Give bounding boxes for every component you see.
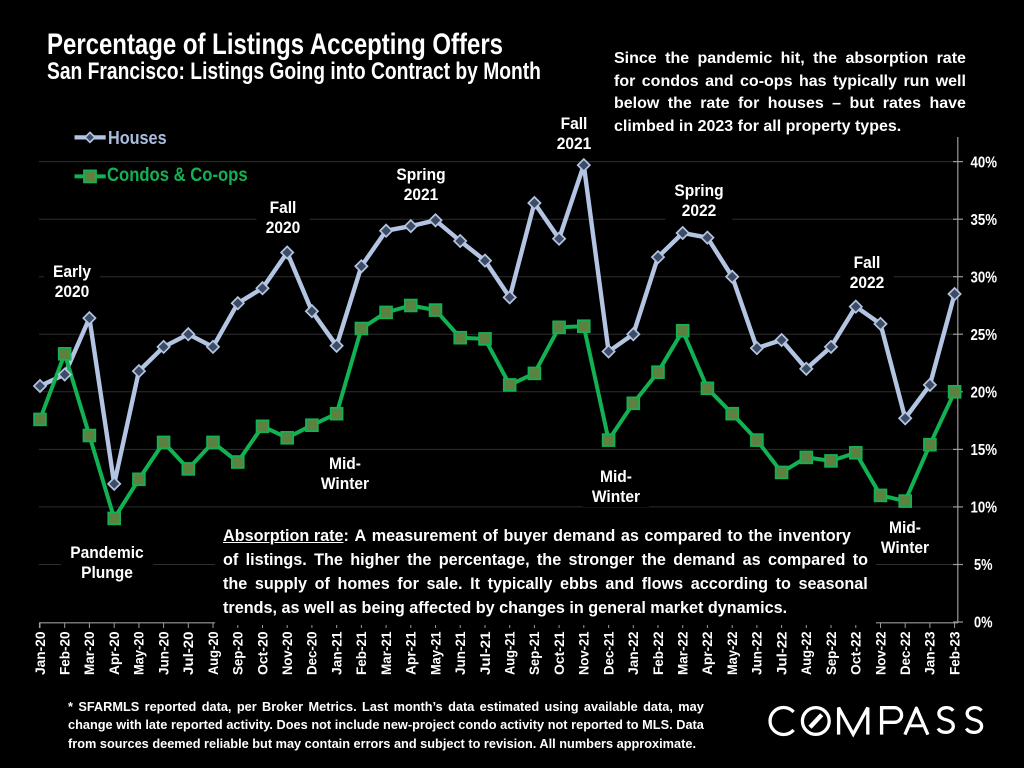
svg-text:Jan-23: Jan-23 <box>923 631 938 675</box>
svg-text:Jun-20: Jun-20 <box>156 631 171 675</box>
svg-text:0%: 0% <box>974 615 993 632</box>
svg-text:Apr-21: Apr-21 <box>404 631 419 675</box>
svg-text:Aug-22: Aug-22 <box>799 631 814 675</box>
svg-text:Jun-21: Jun-21 <box>453 631 468 675</box>
svg-text:10%: 10% <box>971 500 998 517</box>
svg-text:Oct-20: Oct-20 <box>255 631 270 675</box>
svg-text:Feb-21: Feb-21 <box>354 631 369 675</box>
svg-text:Jan-21: Jan-21 <box>329 631 344 675</box>
svg-text:Dec-21: Dec-21 <box>601 631 616 675</box>
svg-text:Sep-21: Sep-21 <box>527 631 542 675</box>
svg-text:Sep-22: Sep-22 <box>824 631 839 675</box>
svg-text:15%: 15% <box>971 442 998 459</box>
svg-text:Mar-21: Mar-21 <box>379 631 394 675</box>
svg-text:Jul-22: Jul-22 <box>774 631 789 675</box>
svg-text:Jul-21: Jul-21 <box>478 631 493 675</box>
svg-text:Nov-22: Nov-22 <box>873 631 888 675</box>
svg-text:Apr-22: Apr-22 <box>700 631 715 675</box>
svg-text:Feb-20: Feb-20 <box>58 631 73 675</box>
svg-text:Dec-22: Dec-22 <box>898 631 913 675</box>
svg-text:Mar-20: Mar-20 <box>82 631 97 675</box>
svg-text:Mar-22: Mar-22 <box>676 631 691 675</box>
svg-text:Aug-21: Aug-21 <box>503 631 518 675</box>
svg-text:20%: 20% <box>971 385 998 402</box>
svg-text:Sep-20: Sep-20 <box>231 631 246 675</box>
svg-text:Oct-21: Oct-21 <box>552 631 567 675</box>
svg-text:25%: 25% <box>971 327 998 344</box>
svg-text:Jul-20: Jul-20 <box>181 631 196 675</box>
svg-text:May-20: May-20 <box>132 631 147 675</box>
svg-text:Dec-20: Dec-20 <box>305 631 320 675</box>
svg-text:Jan-22: Jan-22 <box>626 631 641 675</box>
svg-text:Apr-20: Apr-20 <box>107 631 122 675</box>
svg-text:Feb-22: Feb-22 <box>651 631 666 675</box>
svg-text:Aug-20: Aug-20 <box>206 631 221 675</box>
svg-text:May-22: May-22 <box>725 631 740 675</box>
svg-text:30%: 30% <box>971 269 998 286</box>
svg-text:Feb-23: Feb-23 <box>947 631 962 675</box>
svg-text:5%: 5% <box>974 557 993 574</box>
svg-text:May-21: May-21 <box>428 631 443 675</box>
svg-text:35%: 35% <box>971 212 998 229</box>
svg-text:40%: 40% <box>971 154 998 171</box>
svg-text:Nov-21: Nov-21 <box>577 631 592 675</box>
svg-text:Oct-22: Oct-22 <box>849 631 864 675</box>
svg-text:Jan-20: Jan-20 <box>33 631 48 675</box>
svg-text:Jun-22: Jun-22 <box>750 631 765 675</box>
svg-text:Nov-20: Nov-20 <box>280 631 295 675</box>
